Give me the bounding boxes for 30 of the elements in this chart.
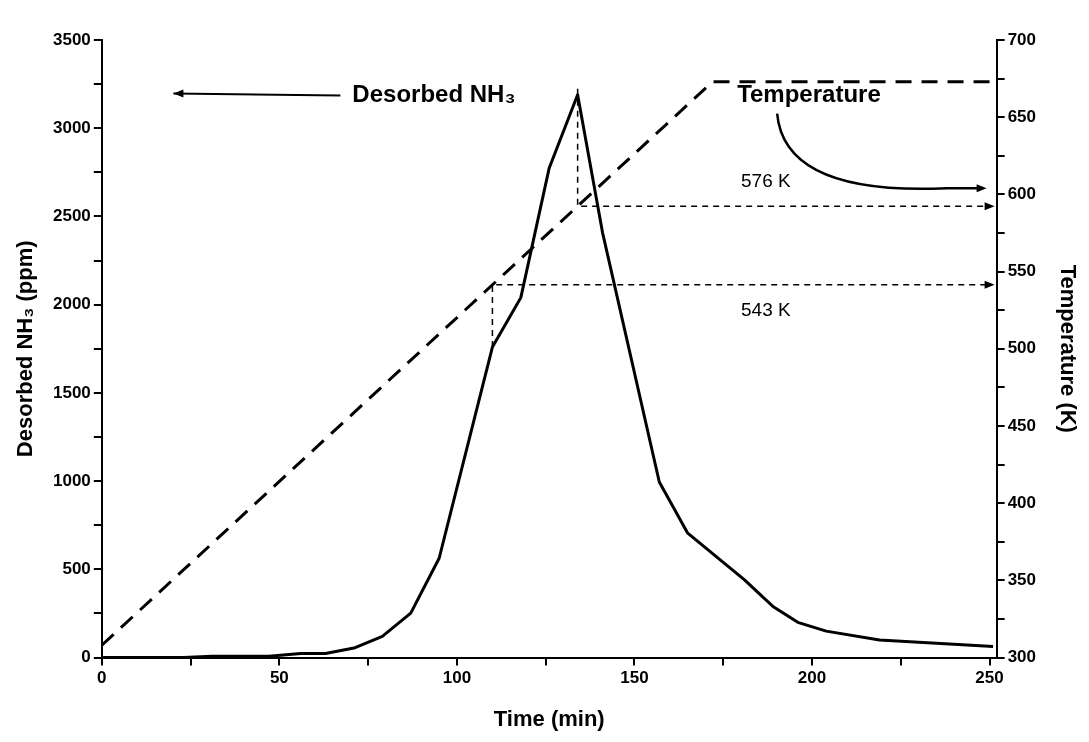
- y2-tick-label: 700: [1007, 29, 1037, 49]
- x-axis-title: Time (min): [493, 706, 605, 732]
- y-tick-label: 3000: [52, 117, 91, 137]
- y2-tick-label: 450: [1007, 415, 1037, 435]
- y2-tick-label: 400: [1007, 492, 1037, 512]
- x-tick-label: 150: [620, 668, 649, 688]
- y-tick-label: 3500: [52, 29, 91, 49]
- x-tick-label: 100: [442, 668, 472, 688]
- y2-tick-label: 600: [1007, 184, 1037, 204]
- annotation: 543 K: [741, 299, 791, 321]
- y2-tick-label: 550: [1007, 261, 1037, 281]
- y-axis-title: Desorbed NH₃ (ppm): [12, 240, 38, 458]
- y2-tick-label: 650: [1007, 106, 1037, 126]
- y2-tick-label: 350: [1007, 570, 1037, 590]
- y-tick-label: 500: [62, 559, 91, 579]
- y-tick-label: 1000: [52, 470, 91, 490]
- y2-tick-label: 500: [1007, 338, 1037, 358]
- x-tick-label: 200: [797, 668, 827, 688]
- y2-tick-label: 300: [1007, 647, 1037, 667]
- x-tick-label: 0: [97, 668, 107, 688]
- text: Desorbed NH₃: [352, 80, 516, 108]
- x-tick-label: 50: [269, 668, 289, 688]
- x-tick-label: 250: [975, 668, 1004, 688]
- y2-axis-title: Temperature (K): [1055, 264, 1081, 433]
- y-tick-label: 2500: [52, 206, 91, 226]
- y-tick-label: 0: [81, 647, 91, 667]
- y-tick-label: 1500: [52, 382, 91, 402]
- annotation: 576 K: [741, 170, 791, 192]
- y-tick-label: 2000: [52, 294, 91, 314]
- series-label: Temperature: [737, 80, 881, 108]
